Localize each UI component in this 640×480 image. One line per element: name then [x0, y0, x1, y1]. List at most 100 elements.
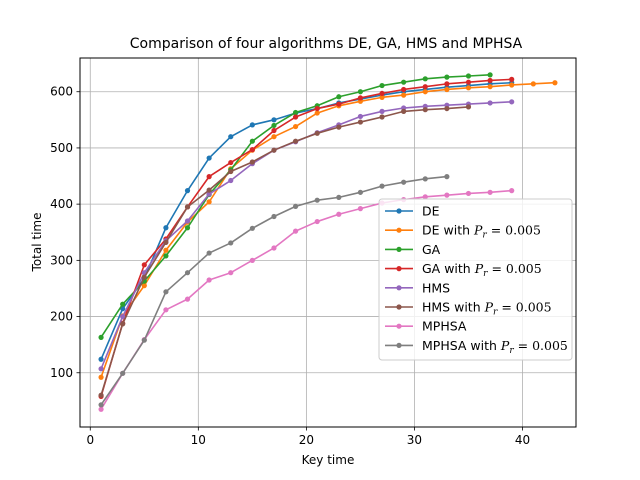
x-tick-label: 20 — [299, 433, 314, 447]
data-point — [401, 179, 407, 185]
data-point — [422, 107, 428, 113]
y-tick-label: 400 — [50, 197, 73, 211]
legend-box — [378, 198, 573, 361]
data-point — [487, 84, 493, 90]
data-point — [379, 183, 385, 189]
data-point — [163, 253, 169, 259]
data-point — [98, 334, 104, 340]
data-point — [465, 190, 472, 197]
series-3 — [98, 76, 515, 399]
data-point — [271, 213, 277, 220]
legend-entry: GA with Pr = 0.005 — [422, 261, 542, 279]
data-point — [184, 218, 191, 224]
data-point — [422, 89, 428, 95]
data-point — [271, 117, 277, 123]
data-point — [249, 147, 255, 153]
data-point — [444, 86, 450, 93]
x-axis-label: Key time — [302, 453, 355, 467]
data-point — [184, 296, 191, 302]
legend-swatch-marker — [396, 304, 402, 310]
y-tick-label: 300 — [50, 253, 73, 267]
data-point — [292, 114, 299, 120]
data-point — [271, 134, 277, 140]
legend-entry: HMS with Pr = 0.005 — [422, 300, 552, 318]
data-point — [206, 191, 212, 197]
data-point — [379, 94, 385, 100]
data-point — [357, 206, 364, 212]
data-point — [228, 177, 234, 184]
data-point — [465, 104, 472, 110]
data-point — [422, 194, 428, 200]
data-point — [249, 138, 255, 144]
x-tick-label: 30 — [407, 433, 422, 447]
legend-entry-label: DE with — [422, 223, 474, 238]
data-point — [228, 270, 234, 276]
data-point — [228, 134, 234, 140]
data-point — [336, 211, 342, 217]
data-point — [163, 239, 169, 245]
data-point — [357, 119, 364, 125]
data-point — [379, 114, 385, 120]
data-point — [98, 356, 104, 362]
data-point — [98, 366, 104, 372]
legend-entry-label: DE — [422, 204, 440, 219]
data-point — [357, 189, 364, 195]
data-point — [120, 313, 126, 320]
data-point — [357, 89, 364, 95]
data-point — [357, 113, 364, 120]
data-point — [509, 82, 515, 88]
data-point — [292, 109, 299, 116]
data-point — [422, 76, 428, 82]
data-point — [292, 203, 299, 209]
legend-swatch-marker — [396, 342, 402, 348]
series-line — [100, 81, 512, 360]
data-point — [336, 124, 342, 130]
data-point — [206, 155, 212, 161]
legend-swatch-marker — [396, 266, 402, 272]
legend-entry: DE with Pr = 0.005 — [422, 223, 541, 241]
y-tick-label: 100 — [50, 366, 73, 380]
x-tick-label: 0 — [86, 433, 94, 447]
legend-entry-parameter: = 0.005 — [518, 338, 568, 353]
legend-entry-parameter: = 0.005 — [491, 223, 541, 238]
x-tick-label: 10 — [191, 433, 206, 447]
data-point — [271, 245, 277, 251]
data-point — [206, 277, 212, 283]
data-point — [444, 174, 450, 180]
data-point — [401, 79, 407, 85]
data-point — [184, 270, 191, 276]
legend-entry-label: HMS with — [422, 300, 485, 315]
data-point — [98, 406, 104, 412]
data-point — [120, 370, 126, 376]
legend-entry-label: GA with — [422, 261, 475, 276]
series-7 — [98, 174, 450, 408]
legend-entry-label: MPHSA — [422, 319, 467, 334]
legend-swatch-marker — [396, 227, 402, 233]
data-point — [206, 174, 212, 180]
data-point — [336, 101, 342, 107]
data-point — [444, 192, 450, 198]
data-point — [228, 159, 234, 166]
data-point — [509, 99, 515, 105]
series-line — [100, 78, 512, 397]
y-tick-label: 500 — [50, 141, 73, 155]
data-point — [487, 100, 493, 106]
data-point — [465, 79, 472, 85]
y-tick-label: 200 — [50, 310, 73, 324]
data-point — [206, 199, 212, 205]
data-point — [530, 81, 536, 87]
x-tick-label: 40 — [515, 433, 530, 447]
data-point — [379, 90, 385, 97]
data-point — [249, 225, 255, 231]
legend-entry: HMS — [422, 280, 450, 295]
data-point — [292, 138, 299, 144]
data-point — [509, 76, 515, 82]
data-point — [401, 108, 407, 114]
data-point — [120, 321, 126, 327]
series-2 — [98, 72, 493, 340]
legend-entry-parameter: = 0.005 — [501, 300, 551, 315]
data-point — [314, 110, 320, 116]
legend-swatch-marker — [396, 285, 402, 291]
legend-entry: MPHSA with Pr = 0.005 — [422, 338, 568, 356]
